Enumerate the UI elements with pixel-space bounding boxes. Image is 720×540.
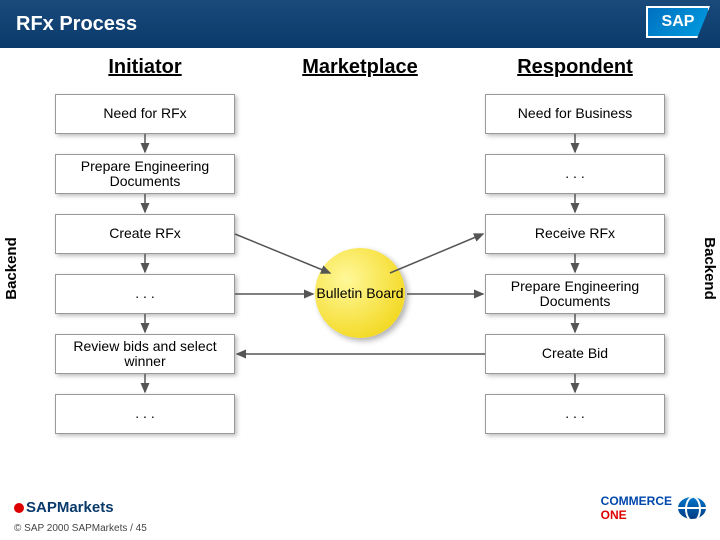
flow-box: Need for Business bbox=[485, 94, 665, 134]
sapmarkets-logo: SAPMarkets bbox=[14, 499, 114, 516]
flow-box: Create RFx bbox=[55, 214, 235, 254]
flow-box: Need for RFx bbox=[55, 94, 235, 134]
globe-icon bbox=[678, 497, 706, 519]
diagram-canvas: Initiator Marketplace Respondent Need fo… bbox=[0, 48, 720, 488]
backend-label-left: Backend bbox=[2, 208, 20, 328]
column-header-marketplace: Marketplace bbox=[270, 56, 450, 79]
flow-box: . . . bbox=[485, 394, 665, 434]
sap-logo-icon: SAP bbox=[646, 6, 710, 38]
bulletin-board-node: Bulletin Board bbox=[315, 248, 405, 338]
flow-box: Receive RFx bbox=[485, 214, 665, 254]
logo-group: ™ SAP bbox=[646, 6, 710, 38]
flow-box: Prepare Engineering Documents bbox=[485, 274, 665, 314]
flow-box: . . . bbox=[55, 274, 235, 314]
page-title: RFx Process bbox=[16, 13, 137, 36]
flow-box: . . . bbox=[55, 394, 235, 434]
column-header-initiator: Initiator bbox=[55, 56, 235, 79]
footer: SAPMarkets © SAP 2000 SAPMarkets / 45 CO… bbox=[0, 488, 720, 540]
copyright-text: © SAP 2000 SAPMarkets / 45 bbox=[14, 523, 147, 534]
backend-label-right: Backend bbox=[700, 208, 718, 328]
flow-box: . . . bbox=[485, 154, 665, 194]
commerce-one-logo: COMMERCEONE bbox=[601, 494, 706, 522]
flow-box: Prepare Engineering Documents bbox=[55, 154, 235, 194]
flow-box: Create Bid bbox=[485, 334, 665, 374]
column-header-respondent: Respondent bbox=[485, 56, 665, 79]
header-bar: RFx Process ™ SAP bbox=[0, 0, 720, 48]
flow-box: Review bids and select winner bbox=[55, 334, 235, 374]
